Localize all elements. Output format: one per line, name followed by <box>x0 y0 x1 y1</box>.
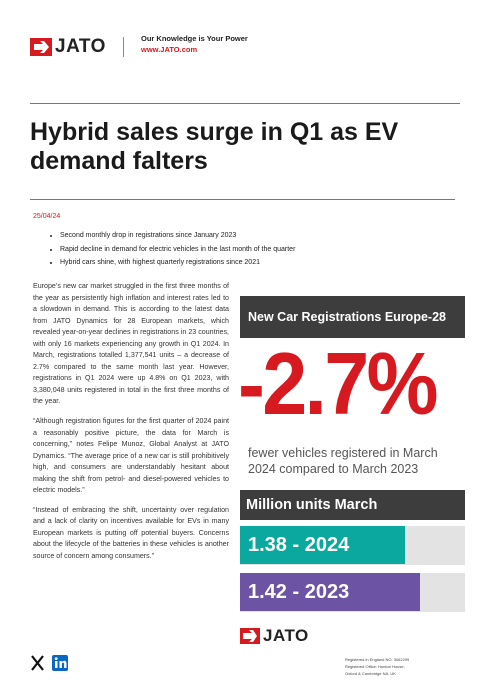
social-icons <box>31 655 68 671</box>
tagline: Our Knowledge is Your Power <box>141 34 248 43</box>
infographic-heading: New Car Registrations Europe-28 <box>240 296 465 338</box>
bullet: Second monthly drop in registrations sin… <box>60 229 295 243</box>
caption: fewer vehicles registered in March 2024 … <box>248 446 438 476</box>
infographic-subheading: Million units March <box>240 490 465 520</box>
header-logo: JATO <box>30 36 106 58</box>
date: 25/04/24 <box>33 213 61 220</box>
bar: 1.42 - 2023 <box>240 573 420 611</box>
legal-line: Registered Office: Hunton House, <box>345 664 405 669</box>
x-icon[interactable] <box>31 655 44 671</box>
paragraph: “Instead of embracing the shift, uncerta… <box>33 505 229 561</box>
logo-mark <box>30 38 52 56</box>
logo-mark <box>240 628 260 644</box>
body: Europe’s new car market struggled in the… <box>33 281 229 571</box>
legal: Registered in England NO. 3062299 Regist… <box>345 656 409 677</box>
divider <box>123 37 124 57</box>
paragraph: “Although registration figures for the f… <box>33 417 229 495</box>
legal-line: Oxford & Cambridge NA, UK <box>345 671 396 676</box>
rule <box>30 199 455 200</box>
footer-logo: JATO <box>240 626 309 646</box>
title: Hybrid sales surge in Q1 as EV demand fa… <box>30 118 399 175</box>
bullet: Rapid decline in demand for electric veh… <box>60 243 295 257</box>
logo-text: JATO <box>263 626 309 645</box>
website[interactable]: www.JATO.com <box>141 45 198 54</box>
bar: 1.38 - 2024 <box>240 526 405 564</box>
logo-text: JATO <box>55 36 106 57</box>
legal-line: Registered in England NO. 3062299 <box>345 657 410 662</box>
paragraph: Europe’s new car market struggled in the… <box>33 282 229 406</box>
bullet: Hybrid cars shine, with highest quarterl… <box>60 256 295 270</box>
headline-figure: -2.7% <box>238 334 438 433</box>
linkedin-icon[interactable] <box>52 655 68 671</box>
rule <box>30 103 460 104</box>
bullet-list: Second monthly drop in registrations sin… <box>32 229 295 270</box>
